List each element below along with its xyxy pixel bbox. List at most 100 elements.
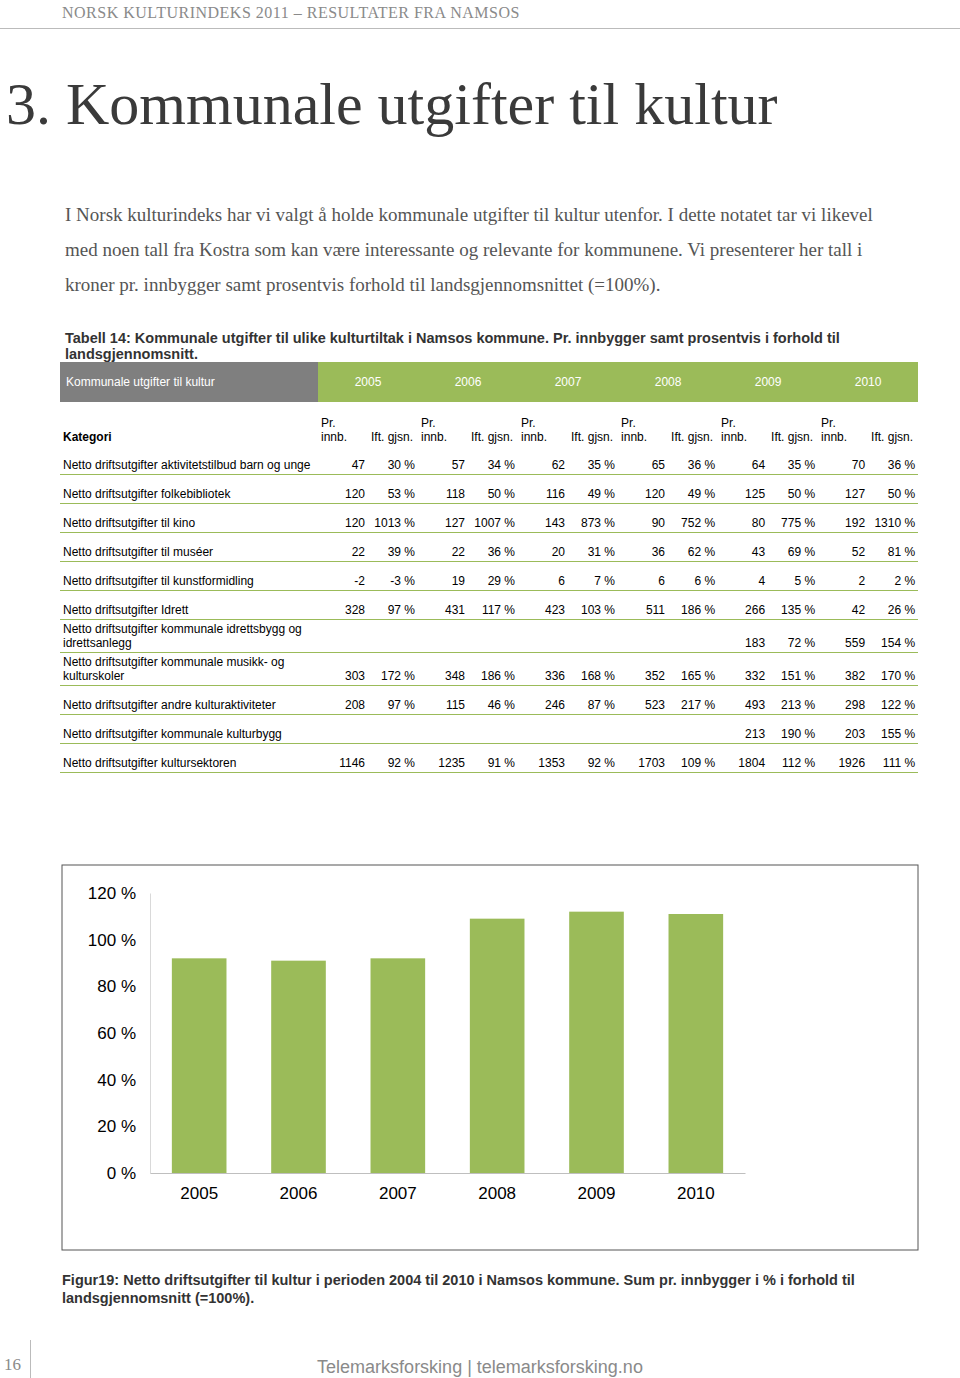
table-cell: 57 bbox=[418, 446, 468, 475]
y-tick-label: 100 % bbox=[88, 931, 136, 950]
table-cell: 116 bbox=[518, 475, 568, 504]
table-cell bbox=[468, 620, 518, 653]
bars bbox=[172, 912, 723, 1173]
table-cell: 34 % bbox=[468, 446, 518, 475]
header-year: 2007 bbox=[518, 362, 618, 402]
x-axis: 200520062007200820092010 bbox=[151, 1173, 746, 1203]
table-cell: 36 % bbox=[668, 446, 718, 475]
heading: 3. Kommunale utgifter til kultur bbox=[6, 70, 778, 139]
table-cell: 143 bbox=[518, 504, 568, 533]
table-cell: 1926 bbox=[818, 744, 868, 773]
bar bbox=[470, 919, 525, 1173]
table-cell: 120 bbox=[618, 475, 668, 504]
table-cell: 431 bbox=[418, 591, 468, 620]
table-cell: 423 bbox=[518, 591, 568, 620]
subheader-relative: Ift. gjsn. bbox=[668, 402, 718, 446]
table-cell: 36 % bbox=[468, 533, 518, 562]
y-tick-label: 60 % bbox=[97, 1024, 136, 1043]
table-cell: 1310 % bbox=[868, 504, 918, 533]
table-cell bbox=[368, 715, 418, 744]
table-cell: 303 bbox=[318, 653, 368, 686]
table-cell: 90 bbox=[618, 504, 668, 533]
table-cell: -2 bbox=[318, 562, 368, 591]
table-cell: 118 bbox=[418, 475, 468, 504]
table-cell: 120 bbox=[318, 504, 368, 533]
row-label: Netto driftsutgifter kommunale idrettsby… bbox=[60, 620, 318, 653]
table-cell: 183 bbox=[718, 620, 768, 653]
subheader-relative: Ift. gjsn. bbox=[868, 402, 918, 446]
subheader-per-capita: Pr. innb. bbox=[318, 402, 368, 446]
table-cell: 50 % bbox=[868, 475, 918, 504]
table-cell: 752 % bbox=[668, 504, 718, 533]
table-cell: 523 bbox=[618, 686, 668, 715]
table-cell: 1353 bbox=[518, 744, 568, 773]
row-label: Netto driftsutgifter til muséer bbox=[60, 533, 318, 562]
table-cell: 39 % bbox=[368, 533, 418, 562]
table-cell: 352 bbox=[618, 653, 668, 686]
table-cell bbox=[568, 715, 618, 744]
figure-caption: Figur19: Netto driftsutgifter til kultur… bbox=[62, 1271, 922, 1307]
table-cell: 1007 % bbox=[468, 504, 518, 533]
subheader-per-capita: Pr. innb. bbox=[618, 402, 668, 446]
y-tick: 40 % bbox=[97, 1071, 150, 1090]
table-cell: 511 bbox=[618, 591, 668, 620]
table-cell: 46 % bbox=[468, 686, 518, 715]
y-tick: 60 % bbox=[97, 1024, 150, 1043]
table-cell: 192 bbox=[818, 504, 868, 533]
table-cell bbox=[518, 715, 568, 744]
table-cell: 117 % bbox=[468, 591, 518, 620]
table-cell bbox=[568, 620, 618, 653]
table-cell: 30 % bbox=[368, 446, 418, 475]
y-tick: 20 % bbox=[97, 1117, 150, 1136]
table-cell: 97 % bbox=[368, 591, 418, 620]
header-year: 2005 bbox=[318, 362, 418, 402]
table-row: Netto driftsutgifter Idrett32897 %431117… bbox=[60, 591, 918, 620]
row-label: Netto driftsutgifter aktivitetstilbud ba… bbox=[60, 446, 318, 475]
x-tick: 2010 bbox=[677, 1173, 715, 1203]
table-cell: 43 bbox=[718, 533, 768, 562]
table-cell: 154 % bbox=[868, 620, 918, 653]
table-cell: 87 % bbox=[568, 686, 618, 715]
table-cell: 111 % bbox=[868, 744, 918, 773]
header-row: Kommunale utgifter til kultur20052006200… bbox=[60, 362, 918, 402]
subheader-relative: Ift. gjsn. bbox=[768, 402, 818, 446]
table-cell bbox=[668, 715, 718, 744]
table-row: Netto driftsutgifter aktivitetstilbud ba… bbox=[60, 446, 918, 475]
header-year: 2008 bbox=[618, 362, 718, 402]
table-cell: 122 % bbox=[868, 686, 918, 715]
table-cell: 1703 bbox=[618, 744, 668, 773]
table-row: Netto driftsutgifter til muséer2239 %223… bbox=[60, 533, 918, 562]
subheader-per-capita: Pr. innb. bbox=[518, 402, 568, 446]
table-cell bbox=[618, 715, 668, 744]
table-cell: 6 % bbox=[668, 562, 718, 591]
subheader-relative: Ift. gjsn. bbox=[568, 402, 618, 446]
table-cell bbox=[418, 715, 468, 744]
x-tick-label: 2006 bbox=[280, 1184, 318, 1203]
table-cell: 382 bbox=[818, 653, 868, 686]
row-label: Netto driftsutgifter andre kulturaktivit… bbox=[60, 686, 318, 715]
table-cell: 52 bbox=[818, 533, 868, 562]
table-row: Netto driftsutgifter til kino1201013 %12… bbox=[60, 504, 918, 533]
table-cell: 6 bbox=[618, 562, 668, 591]
table-cell: 127 bbox=[418, 504, 468, 533]
x-tick-label: 2007 bbox=[379, 1184, 417, 1203]
bar bbox=[172, 958, 227, 1173]
table-cell bbox=[518, 620, 568, 653]
table-cell: 112 % bbox=[768, 744, 818, 773]
table-cell: 151 % bbox=[768, 653, 818, 686]
table-cell: 35 % bbox=[568, 446, 618, 475]
table-cell: 70 bbox=[818, 446, 868, 475]
table-cell: 50 % bbox=[768, 475, 818, 504]
table-row: Netto driftsutgifter kommunale idrettsby… bbox=[60, 620, 918, 653]
table-cell: 165 % bbox=[668, 653, 718, 686]
header-title: Kommunale utgifter til kultur bbox=[60, 362, 318, 402]
x-tick: 2006 bbox=[280, 1173, 318, 1203]
table-cell: 42 bbox=[818, 591, 868, 620]
row-label: Netto driftsutgifter folkebibliotek bbox=[60, 475, 318, 504]
table-cell: 559 bbox=[818, 620, 868, 653]
table-cell: 72 % bbox=[768, 620, 818, 653]
bar bbox=[371, 958, 426, 1173]
table-cell: 47 bbox=[318, 446, 368, 475]
table-cell: 213 % bbox=[768, 686, 818, 715]
page-number: 16 bbox=[4, 1355, 21, 1375]
